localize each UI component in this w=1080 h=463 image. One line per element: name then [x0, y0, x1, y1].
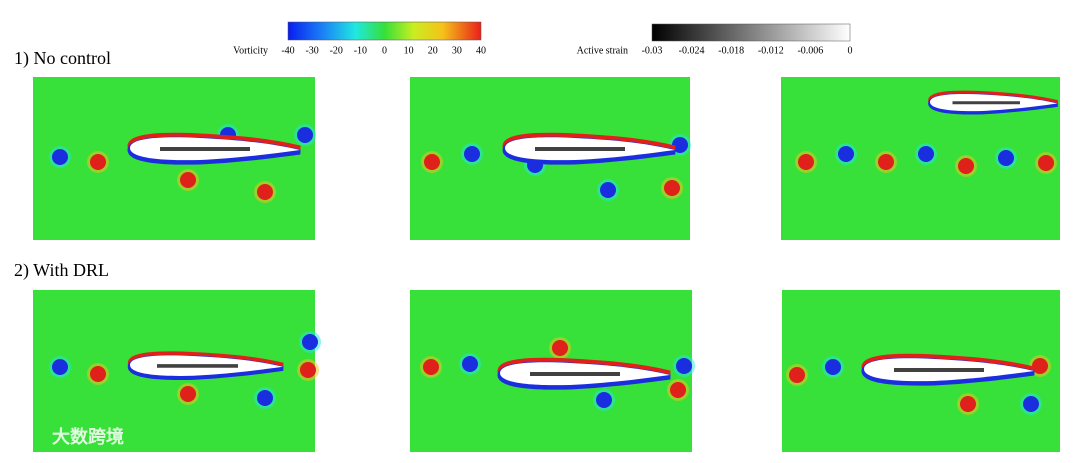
- fish: [127, 132, 301, 165]
- vortex: [998, 150, 1014, 166]
- vortex: [672, 137, 688, 153]
- vortex: [676, 358, 692, 374]
- vortex: [257, 184, 273, 200]
- colorbar-tick-label: -30: [305, 45, 318, 56]
- colorbar-label: Vorticity: [233, 45, 268, 56]
- vortex: [596, 392, 612, 408]
- colorbar-tick-label: 10: [404, 45, 414, 56]
- strain-colorbar: [651, 23, 851, 42]
- colorbar-tick-label: -0.018: [718, 45, 744, 56]
- colorbar-tick-label: -40: [281, 45, 294, 56]
- vortex: [918, 146, 934, 162]
- watermark: 大数跨境: [52, 426, 124, 448]
- row-label: 1) No control: [14, 48, 111, 69]
- colorbar-tick-label: -10: [354, 45, 367, 56]
- fish-strain: [894, 368, 984, 372]
- vortex: [789, 367, 805, 383]
- colorbar-tick-label: 40: [476, 45, 486, 56]
- vortex: [302, 334, 318, 350]
- vortex: [462, 356, 478, 372]
- fish: [861, 353, 1035, 386]
- vortex: [838, 146, 854, 162]
- colorbar-tick-label: 0: [848, 45, 853, 56]
- vortex: [180, 386, 196, 402]
- vortex: [798, 154, 814, 170]
- vortex: [1023, 396, 1039, 412]
- vortex: [1032, 358, 1048, 374]
- vortex: [1038, 155, 1054, 171]
- vortex: [52, 149, 68, 165]
- vortex: [423, 359, 439, 375]
- vortex: [90, 154, 106, 170]
- panels: [33, 77, 1060, 452]
- colorbar-tick-label: 30: [452, 45, 462, 56]
- vortex: [424, 154, 440, 170]
- colorbar-tick-label: -20: [330, 45, 343, 56]
- vortex: [300, 362, 316, 378]
- vortex: [958, 158, 974, 174]
- vortex: [257, 390, 273, 406]
- fish-strain: [530, 372, 620, 376]
- fish-strain: [535, 147, 625, 151]
- vortex: [670, 382, 686, 398]
- fish: [928, 90, 1058, 115]
- colorbar-label: Active strain: [577, 45, 628, 56]
- vortex: [825, 359, 841, 375]
- colorbar-tick-label: 0: [382, 45, 387, 56]
- vortex: [664, 180, 680, 196]
- colorbar-tick-label: -0.024: [679, 45, 705, 56]
- row-label: 2) With DRL: [14, 260, 109, 281]
- vortex: [90, 366, 106, 382]
- colorbar-tick-label: -0.006: [797, 45, 823, 56]
- fish: [127, 351, 284, 381]
- vortex: [464, 146, 480, 162]
- fish-strain: [157, 364, 238, 368]
- colorbar-tick-label: -0.03: [642, 45, 663, 56]
- colorbar-tick-label: 20: [428, 45, 438, 56]
- vortex: [878, 154, 894, 170]
- fish: [502, 132, 676, 165]
- fish-strain: [952, 101, 1020, 105]
- vortex: [552, 340, 568, 356]
- colorbar-tick-label: -0.012: [758, 45, 784, 56]
- vortex: [180, 172, 196, 188]
- vortex: [600, 182, 616, 198]
- fish: [497, 357, 671, 390]
- vortex: [960, 396, 976, 412]
- vortex: [52, 359, 68, 375]
- fish-strain: [160, 147, 250, 151]
- vortex: [297, 127, 313, 143]
- vorticity-colorbar: [287, 21, 482, 41]
